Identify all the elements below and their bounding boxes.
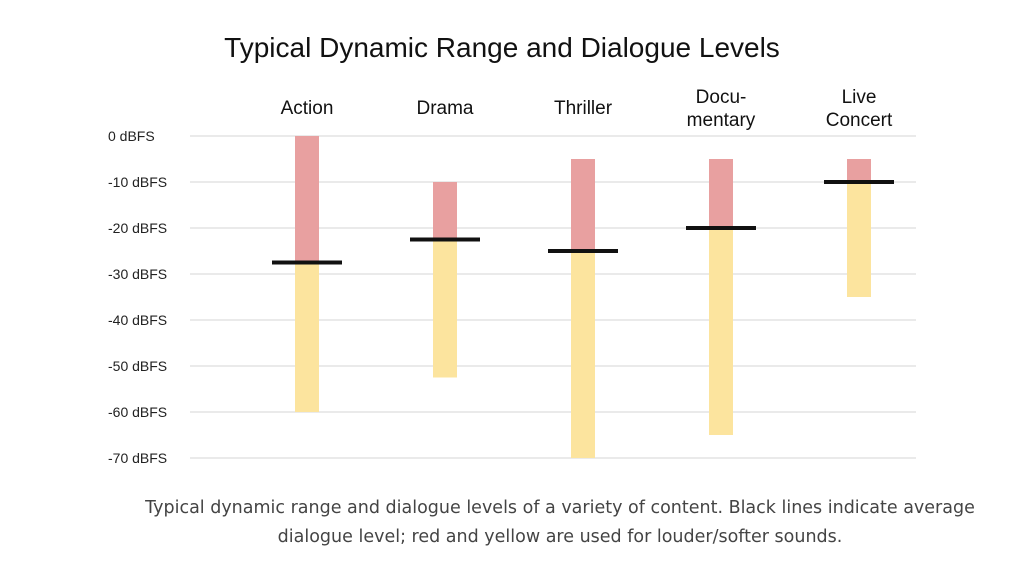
chart-title: Typical Dynamic Range and Dialogue Level… (224, 32, 780, 63)
louder-range-bar (709, 159, 733, 228)
category-label: Thriller (554, 98, 613, 119)
louder-range-bar (295, 136, 319, 263)
y-axis-tick-labels: 0 dBFS -10 dBFS -20 dBFS -30 dBFS -40 dBFS -5… (108, 128, 167, 466)
figure-caption: Typical dynamic range and dialogue level… (120, 494, 1000, 552)
y-tick-label: 0 dBFS (108, 128, 155, 144)
caption-line-1: Typical dynamic range and dialogue level… (145, 498, 975, 518)
y-tick-label: -60 dBFS (108, 404, 167, 420)
category-label: Concert (826, 110, 893, 131)
caption-line-2: dialogue level; red and yellow are used … (277, 527, 843, 547)
category-label: mentary (687, 110, 756, 131)
category-label: Docu- (696, 87, 747, 108)
softer-range-bar (295, 262, 319, 412)
softer-range-bar (433, 239, 457, 378)
bars (272, 136, 894, 458)
louder-range-bar (571, 159, 595, 251)
louder-range-bar (433, 182, 457, 240)
y-tick-label: -40 dBFS (108, 312, 167, 328)
louder-range-bar (847, 159, 871, 182)
softer-range-bar (709, 228, 733, 435)
softer-range-bar (571, 251, 595, 458)
category-label: Drama (416, 98, 473, 119)
y-tick-label: -20 dBFS (108, 220, 167, 236)
y-tick-label: -70 dBFS (108, 450, 167, 466)
y-tick-label: -10 dBFS (108, 174, 167, 190)
category-label: Action (281, 98, 334, 119)
softer-range-bar (847, 182, 871, 297)
y-tick-label: -50 dBFS (108, 358, 167, 374)
category-labels: Action Drama Thriller Docu-mentary LiveConce… (281, 87, 893, 131)
category-label: Live (842, 87, 877, 108)
y-tick-label: -30 dBFS (108, 266, 167, 282)
